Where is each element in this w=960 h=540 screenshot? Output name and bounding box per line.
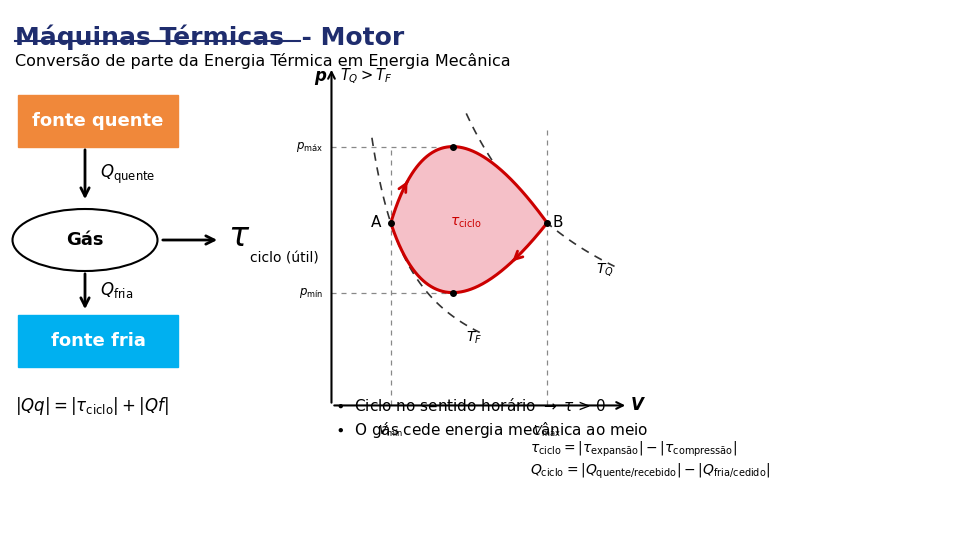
Text: $T_F$: $T_F$ bbox=[467, 330, 483, 346]
Text: B: B bbox=[553, 215, 563, 231]
Text: ciclo (útil): ciclo (útil) bbox=[250, 251, 319, 265]
FancyBboxPatch shape bbox=[18, 95, 178, 147]
Text: Gás: Gás bbox=[66, 231, 104, 249]
Text: $\bullet$  O gás cede energia mecânica ao meio: $\bullet$ O gás cede energia mecânica ao… bbox=[335, 420, 648, 440]
Text: $| Qq | = | \tau_{\rm ciclo} | + | Qf |$: $| Qq | = | \tau_{\rm ciclo} | + | Qf |$ bbox=[15, 395, 169, 417]
Text: $\tau_{\rm ciclo} = |\tau_{\rm expansão}| - |\tau_{\rm compressão}|$: $\tau_{\rm ciclo} = |\tau_{\rm expansão}… bbox=[530, 440, 737, 460]
Text: $T_Q > T_F$: $T_Q > T_F$ bbox=[340, 66, 392, 86]
Text: V: V bbox=[631, 396, 643, 415]
Text: p: p bbox=[314, 67, 326, 85]
FancyBboxPatch shape bbox=[18, 315, 178, 367]
Text: fonte fria: fonte fria bbox=[51, 332, 145, 350]
Text: Conversão de parte da Energia Térmica em Energia Mecânica: Conversão de parte da Energia Térmica em… bbox=[15, 53, 511, 69]
Text: $p_{\rm máx}$: $p_{\rm máx}$ bbox=[297, 140, 324, 153]
Text: $Q_{\rm quente}$: $Q_{\rm quente}$ bbox=[100, 163, 156, 186]
Text: A: A bbox=[371, 215, 381, 231]
Text: fonte quente: fonte quente bbox=[33, 112, 164, 130]
Text: Máquinas Térmicas  - Motor: Máquinas Térmicas - Motor bbox=[15, 25, 404, 51]
Text: $\bullet$  Ciclo no sentido horário $\rightarrow$ $\tau$ > 0: $\bullet$ Ciclo no sentido horário $\rig… bbox=[335, 397, 606, 414]
Text: $Q_{\rm fria}$: $Q_{\rm fria}$ bbox=[100, 280, 133, 300]
Text: $p_{\rm mín}$: $p_{\rm mín}$ bbox=[300, 286, 324, 300]
Text: $Q_{\rm ciclo} = |Q_{\rm quente/recebido}| - |Q_{\rm fria/cedido}|$: $Q_{\rm ciclo} = |Q_{\rm quente/recebido… bbox=[530, 462, 770, 481]
Text: $V_{\rm máx}$: $V_{\rm máx}$ bbox=[534, 424, 561, 439]
Text: $V_{\rm mín}$: $V_{\rm mín}$ bbox=[378, 424, 403, 439]
Text: $\tau$: $\tau$ bbox=[228, 219, 251, 253]
Text: $\tau_{\rm ciclo}$: $\tau_{\rm ciclo}$ bbox=[450, 215, 482, 230]
Text: $T_Q$: $T_Q$ bbox=[595, 261, 613, 279]
Polygon shape bbox=[391, 146, 547, 293]
